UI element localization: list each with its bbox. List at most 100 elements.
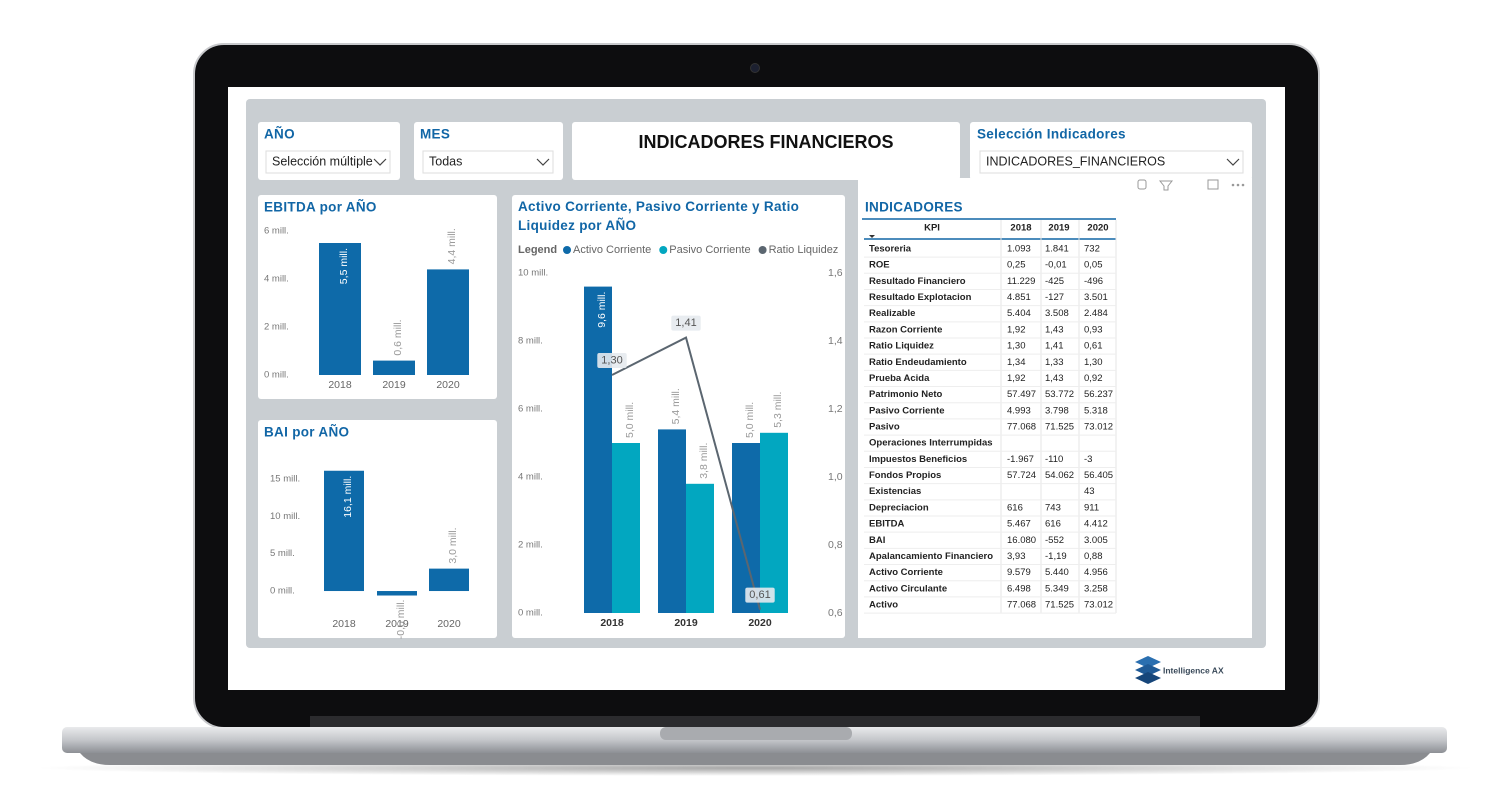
dropdown-value[interactable]: Todas (429, 154, 462, 168)
chevron[interactable] (536, 158, 550, 166)
chart-title: Activo Corriente, Pasivo Corriente y Rat… (518, 199, 800, 233)
base-notch (660, 727, 852, 740)
line (611, 336, 761, 610)
bar (324, 470, 364, 592)
row-label: Activo (869, 600, 898, 611)
column-header: 2018 (1010, 223, 1031, 234)
bar (427, 269, 469, 375)
table-cell: 732 (1084, 244, 1100, 255)
camera (750, 63, 760, 73)
table-cell: 77.068 (1007, 600, 1036, 611)
y-tick-label: 0 mill. (518, 608, 543, 619)
row-label: Tesoreria (869, 244, 912, 255)
row-label: Resultado Explotacion (869, 292, 972, 303)
table-cell: 0,93 (1084, 324, 1103, 335)
table-cell: 9.579 (1007, 567, 1031, 578)
x-tick-label: 2020 (437, 618, 461, 630)
data-label: 5,0 mill. (624, 402, 636, 438)
bar (584, 286, 612, 613)
point-label-text: 1,30 (601, 354, 622, 366)
dropdown[interactable]: INDICADORES_FINANCIEROS (979, 150, 1244, 174)
bar (686, 483, 714, 613)
table-cell: -552 (1045, 535, 1064, 546)
dropdown-box[interactable] (422, 150, 554, 174)
toolbar-icon[interactable] (1137, 179, 1147, 190)
logo-text: Intelligence AX (1163, 665, 1224, 675)
table-cell: 0,61 (1084, 341, 1103, 352)
row-label: Patrimonio Neto (869, 389, 943, 400)
y2-tick-label: 0,6 (828, 607, 843, 619)
table-cell: 5.440 (1045, 567, 1069, 578)
bar (377, 591, 417, 596)
table-cell: 4.412 (1084, 519, 1108, 530)
data-label: 5,3 mill. (772, 392, 784, 428)
table-cell: 0,92 (1084, 373, 1103, 384)
table-cell: 77.068 (1007, 422, 1036, 433)
chart-title-box: Activo Corriente, Pasivo Corriente y Rat… (518, 199, 800, 233)
table-cell: 1.841 (1045, 244, 1069, 255)
logo: Intelligence AX (1135, 656, 1224, 684)
chart-title: EBITDA por AÑO (264, 200, 377, 215)
table-card (858, 178, 1252, 638)
table-cell: -1.967 (1007, 454, 1034, 465)
table-cell: 4.956 (1084, 567, 1108, 578)
row-label: Pasivo (869, 422, 900, 433)
slicer-label: MES (420, 127, 450, 142)
table-cell: 4.993 (1007, 405, 1031, 416)
y-tick-label: 5 mill. (270, 548, 295, 559)
toolbar-dot[interactable] (1241, 183, 1245, 187)
table-cell: 1,92 (1007, 324, 1026, 335)
dropdown-box[interactable] (979, 150, 1244, 174)
bar (612, 443, 640, 613)
table-cell: 5.318 (1084, 405, 1108, 416)
dropdown-value[interactable]: Selección múltiple (272, 154, 373, 168)
row-label: Pasivo Corriente (869, 405, 945, 416)
dropdown-value[interactable]: INDICADORES_FINANCIEROS (986, 154, 1165, 168)
point-label-bg (597, 353, 627, 368)
sort-indicator[interactable] (869, 235, 875, 238)
table-cell: 743 (1045, 502, 1061, 513)
table-cell: 1,92 (1007, 373, 1026, 384)
data-label: 5,4 mill. (670, 388, 682, 424)
table-cell: 3.501 (1084, 292, 1108, 303)
hinge (310, 716, 1200, 728)
y-tick-label: 4 mill. (264, 274, 289, 285)
table-cell: 1,33 (1045, 357, 1064, 368)
table-cell: 0,88 (1084, 551, 1103, 562)
table-cell: 16.080 (1007, 535, 1036, 546)
legend-label: Ratio Liquidez (769, 244, 839, 256)
chevron[interactable] (373, 158, 387, 166)
table-cell: 71.525 (1045, 422, 1074, 433)
dropdown-box[interactable] (265, 150, 391, 174)
data-label: 5,0 mill. (744, 402, 756, 438)
y-tick-label: 2 mill. (518, 540, 543, 551)
toolbar-icon[interactable] (1158, 180, 1174, 191)
logo-icon (1135, 672, 1161, 684)
bar (760, 432, 788, 613)
title-card (572, 122, 960, 180)
legend-marker (659, 246, 668, 254)
table-cell: -3 (1084, 454, 1092, 465)
x-tick-label: 2019 (674, 617, 698, 629)
table-cell: -1,19 (1045, 551, 1067, 562)
table-cell: 0,25 (1007, 260, 1026, 271)
visual-toolbar[interactable] (1137, 179, 1245, 191)
dropdown[interactable]: Todas (422, 150, 554, 174)
table-cell: 43 (1084, 486, 1095, 497)
data-label: 3,8 mill. (698, 443, 710, 479)
chevron[interactable] (1226, 158, 1240, 166)
toolbar-dot[interactable] (1236, 183, 1240, 187)
table-cell: 3.798 (1045, 405, 1069, 416)
toolbar-icon[interactable] (1207, 179, 1219, 190)
y-tick-label: 0 mill. (270, 586, 295, 597)
point-label: 0,61 (745, 587, 775, 603)
legend-marker (758, 246, 767, 254)
table-cell: 57.497 (1007, 389, 1036, 400)
y-tick-label: 6 mill. (518, 404, 543, 415)
row-label: Fondos Propios (869, 470, 941, 481)
legend-marker (563, 246, 571, 254)
table-cell: 53.772 (1045, 389, 1074, 400)
dropdown[interactable]: Selección múltiple (265, 150, 391, 174)
toolbar-dot[interactable] (1231, 183, 1235, 187)
